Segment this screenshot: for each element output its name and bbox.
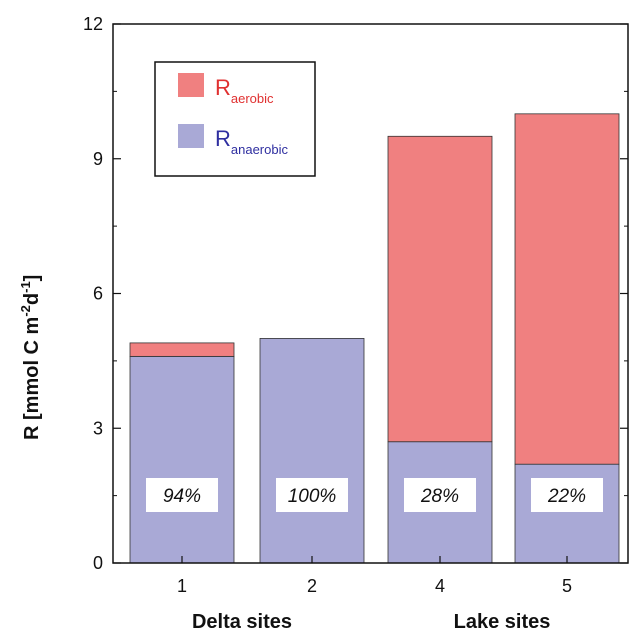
- bar-r-aerobic-4: [387, 135, 493, 443]
- y-tick-label-0: 0: [93, 553, 103, 573]
- legend-label-anaerobic: Ranaerobic: [215, 126, 288, 157]
- annotation-box-1: [146, 478, 218, 512]
- group-label-lake: Lake sites: [454, 611, 551, 633]
- x-tick-label-5: 5: [562, 576, 572, 596]
- annotation-label-1: 94%: [163, 486, 201, 507]
- x-tick-label-4: 4: [435, 576, 445, 596]
- y-tick-label-12: 12: [83, 14, 103, 34]
- y-tick-label-3: 3: [93, 418, 103, 438]
- annotation-box-5: [531, 478, 603, 512]
- x-tick-label-2: 2: [307, 576, 317, 596]
- annotation-label-5: 22%: [547, 486, 586, 507]
- bar-r-aerobic-1: [129, 342, 235, 357]
- legend-swatch-anaerobic: [178, 124, 204, 148]
- annotation-box-2: [276, 478, 348, 512]
- x-tick-label-1: 1: [177, 576, 187, 596]
- annotation-label-4: 28%: [420, 486, 459, 507]
- legend-label-aerobic: Raerobic: [215, 75, 274, 106]
- y-axis-label: R [mmol C m-2d-1]: [18, 275, 43, 440]
- y-tick-label-9: 9: [93, 149, 103, 169]
- legend-swatch-aerobic: [178, 73, 204, 97]
- bar-r-anaerobic-2: [259, 338, 365, 564]
- annotation-box-4: [404, 478, 476, 512]
- y-tick-label-6: 6: [93, 284, 103, 304]
- bar-r-anaerobic-1: [129, 355, 235, 564]
- legend: Raerobic Ranaerobic: [154, 61, 316, 177]
- group-label-delta: Delta sites: [192, 611, 292, 633]
- annotations-layer: 94% 100% 28% 22%: [146, 478, 603, 512]
- bars-layer: [129, 113, 620, 564]
- bar-r-aerobic-5: [514, 113, 620, 465]
- annotation-label-2: 100%: [288, 486, 337, 507]
